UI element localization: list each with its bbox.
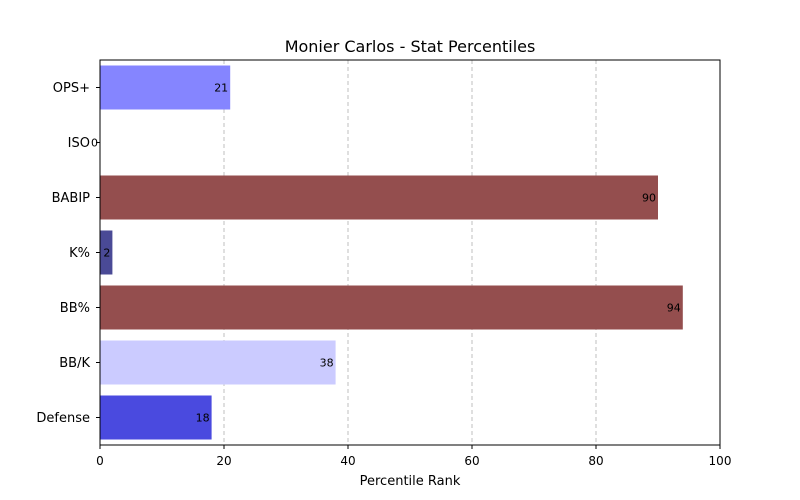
data-label: 21 bbox=[214, 82, 228, 95]
bar bbox=[100, 285, 683, 330]
x-axis-label: Percentile Rank bbox=[360, 474, 461, 489]
data-label: 0 bbox=[91, 137, 98, 150]
grid-lines bbox=[223, 60, 597, 445]
bars: 21 0 90 2 94 38 18 bbox=[91, 65, 683, 440]
x-tick-label: 0 bbox=[96, 454, 104, 468]
plot-frame bbox=[99, 59, 721, 446]
data-label: 2 bbox=[103, 247, 110, 260]
y-tick-label: OPS+ bbox=[53, 81, 90, 96]
y-tick-label: BB% bbox=[60, 301, 90, 316]
bar bbox=[100, 340, 336, 385]
bar bbox=[100, 230, 113, 275]
y-tick-label: BB/K bbox=[59, 356, 90, 371]
data-label: 38 bbox=[320, 357, 334, 370]
bar bbox=[100, 175, 658, 220]
x-tick-label: 60 bbox=[464, 454, 479, 468]
x-tick-label: 40 bbox=[340, 454, 355, 468]
x-tick-label: 100 bbox=[709, 454, 732, 468]
x-tick-label: 20 bbox=[216, 454, 231, 468]
bar bbox=[100, 65, 231, 110]
x-tick-label: 80 bbox=[588, 454, 603, 468]
data-label: 90 bbox=[642, 192, 656, 205]
chart-title: Monier Carlos - Stat Percentiles bbox=[285, 37, 536, 56]
data-label: 94 bbox=[667, 302, 681, 315]
y-tick-label: K% bbox=[69, 246, 90, 261]
y-tick-label: ISO bbox=[68, 136, 90, 151]
data-label: 18 bbox=[196, 412, 210, 425]
y-tick-label: BABIP bbox=[52, 191, 91, 206]
y-tick-label: Defense bbox=[36, 411, 90, 426]
bar bbox=[100, 395, 212, 440]
